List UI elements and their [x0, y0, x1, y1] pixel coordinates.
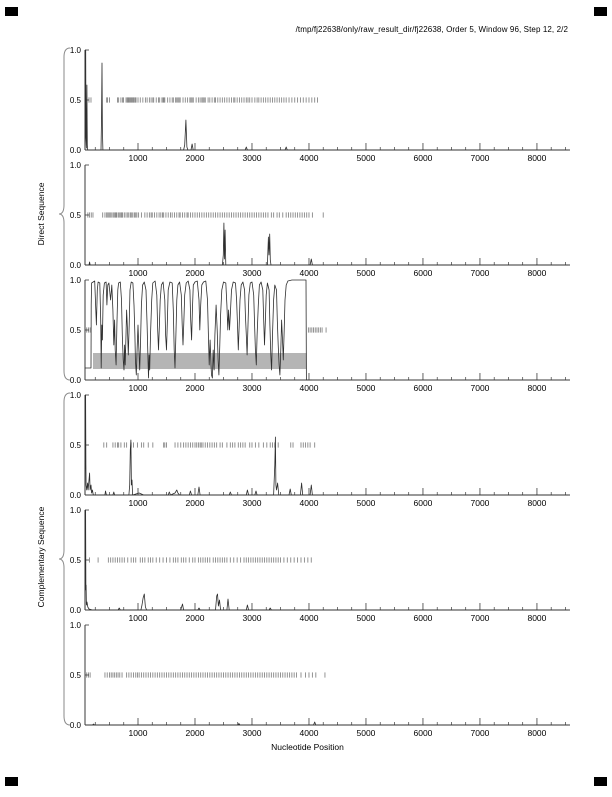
x-tick-label: 3000	[243, 728, 262, 738]
x-tick-label: 4000	[300, 268, 319, 278]
y-tick-label: 0.5	[70, 326, 82, 335]
x-tick-label: 2000	[186, 383, 205, 393]
x-tick-label: 5000	[357, 383, 376, 393]
x-tick-label: 1000	[129, 613, 148, 623]
x-tick-label: 2000	[186, 728, 205, 738]
x-tick-label: 1000	[129, 498, 148, 508]
x-tick-label: 2000	[186, 268, 205, 278]
y-tick-label: 0.5	[70, 441, 82, 450]
x-tick-label: 6000	[414, 268, 433, 278]
x-tick-label: 3000	[243, 498, 262, 508]
x-axis-title: Nucleotide Position	[271, 742, 344, 752]
x-tick-label: 8000	[527, 153, 546, 163]
x-tick-label: 8000	[527, 383, 546, 393]
x-tick-label: 1000	[129, 268, 148, 278]
x-tick-label: 1000	[129, 383, 148, 393]
panel-direct-frame-2: 0.0 0.5 1.0 1000 2000 3000 4000 5000 6000 7000 800…	[70, 161, 570, 278]
x-tick-label: 6000	[414, 153, 433, 163]
probability-curve	[84, 394, 569, 496]
x-tick-label: 4000	[300, 728, 319, 738]
y-tick-label: 0.0	[70, 721, 82, 730]
panel-complementary-frame-3: 0.0 0.5 1.0 1000 2000 3000 4000 5000 6000 7000 800…	[70, 621, 570, 738]
x-tick-label: 3000	[243, 613, 262, 623]
x-tick-label: 2000	[186, 153, 205, 163]
x-tick-label: 7000	[470, 613, 489, 623]
x-tick-label: 4000	[300, 383, 319, 393]
probability-curve	[85, 279, 312, 381]
x-tick-label: 1000	[129, 153, 148, 163]
y-tick-label: 1.0	[70, 621, 82, 630]
x-tick-label: 1000	[129, 728, 148, 738]
y-tick-label: 0.5	[70, 556, 82, 565]
x-tick-label: 5000	[357, 153, 376, 163]
x-tick-label: 7000	[470, 383, 489, 393]
direct-sequence-brace	[58, 47, 71, 381]
panel-direct-frame-1: 0.0 0.5 1.0 1000 2000 3000 4000 5000 6000 7000 800…	[70, 46, 570, 163]
panel-direct-frame-3: 0.0 0.5 1.0 1000 2000 3000 4000 5000 6000 7000 800…	[70, 276, 570, 393]
corner-registration-mark-bottom-right	[594, 777, 607, 786]
x-tick-label: 3000	[243, 268, 262, 278]
x-tick-label: 2000	[186, 498, 205, 508]
x-tick-label: 5000	[357, 613, 376, 623]
x-tick-label: 8000	[527, 498, 546, 508]
x-tick-label: 3000	[243, 153, 262, 163]
y-tick-label: 0.0	[70, 376, 82, 385]
probability-curve	[85, 721, 569, 726]
x-tick-label: 6000	[414, 613, 433, 623]
y-tick-label: 0.5	[70, 671, 82, 680]
y-tick-label: 1.0	[70, 506, 82, 515]
x-tick-label: 7000	[470, 498, 489, 508]
x-tick-label: 5000	[357, 498, 376, 508]
x-tick-label: 3000	[243, 383, 262, 393]
x-tick-label: 4000	[300, 498, 319, 508]
x-tick-label: 8000	[527, 613, 546, 623]
y-tick-label: 1.0	[70, 161, 82, 170]
panel-complementary-frame-2: 0.0 0.5 1.0 1000 2000 3000 4000 5000 6000 7000 800…	[70, 506, 570, 623]
corner-registration-mark-top-left	[5, 7, 18, 16]
y-tick-label: 1.0	[70, 391, 82, 400]
x-tick-label: 5000	[357, 728, 376, 738]
x-tick-label: 7000	[470, 268, 489, 278]
x-tick-label: 8000	[527, 728, 546, 738]
y-tick-label: 0.0	[70, 491, 82, 500]
predicted-gene-bar	[92, 353, 307, 369]
x-tick-label: 2000	[186, 613, 205, 623]
complementary-sequence-brace	[58, 392, 71, 726]
y-tick-label: 0.0	[70, 146, 82, 155]
y-tick-label: 1.0	[70, 276, 82, 285]
x-tick-label: 4000	[300, 153, 319, 163]
x-tick-label: 4000	[300, 613, 319, 623]
corner-registration-mark-top-right	[594, 7, 607, 16]
y-tick-label: 1.0	[70, 46, 82, 55]
x-tick-label: 5000	[357, 268, 376, 278]
probability-curve	[84, 509, 569, 611]
y-tick-label: 0.0	[70, 261, 82, 270]
x-tick-label: 6000	[414, 498, 433, 508]
x-tick-label: 6000	[414, 383, 433, 393]
corner-registration-mark-bottom-left	[5, 777, 18, 786]
y-tick-label: 0.0	[70, 606, 82, 615]
probability-curve	[84, 49, 569, 151]
y-tick-label: 0.5	[70, 211, 82, 220]
x-tick-label: 8000	[527, 268, 546, 278]
x-tick-label: 7000	[470, 728, 489, 738]
y-tick-label: 0.5	[70, 96, 82, 105]
x-tick-label: 6000	[414, 728, 433, 738]
plot-title: /tmp/fj22638/only/raw_result_dir/fj22638…	[295, 25, 568, 34]
probability-curve	[85, 222, 569, 266]
panel-complementary-frame-1: 0.0 0.5 1.0 1000 2000 3000 4000 5000 6000 7000 800…	[70, 391, 570, 508]
x-tick-label: 7000	[470, 153, 489, 163]
